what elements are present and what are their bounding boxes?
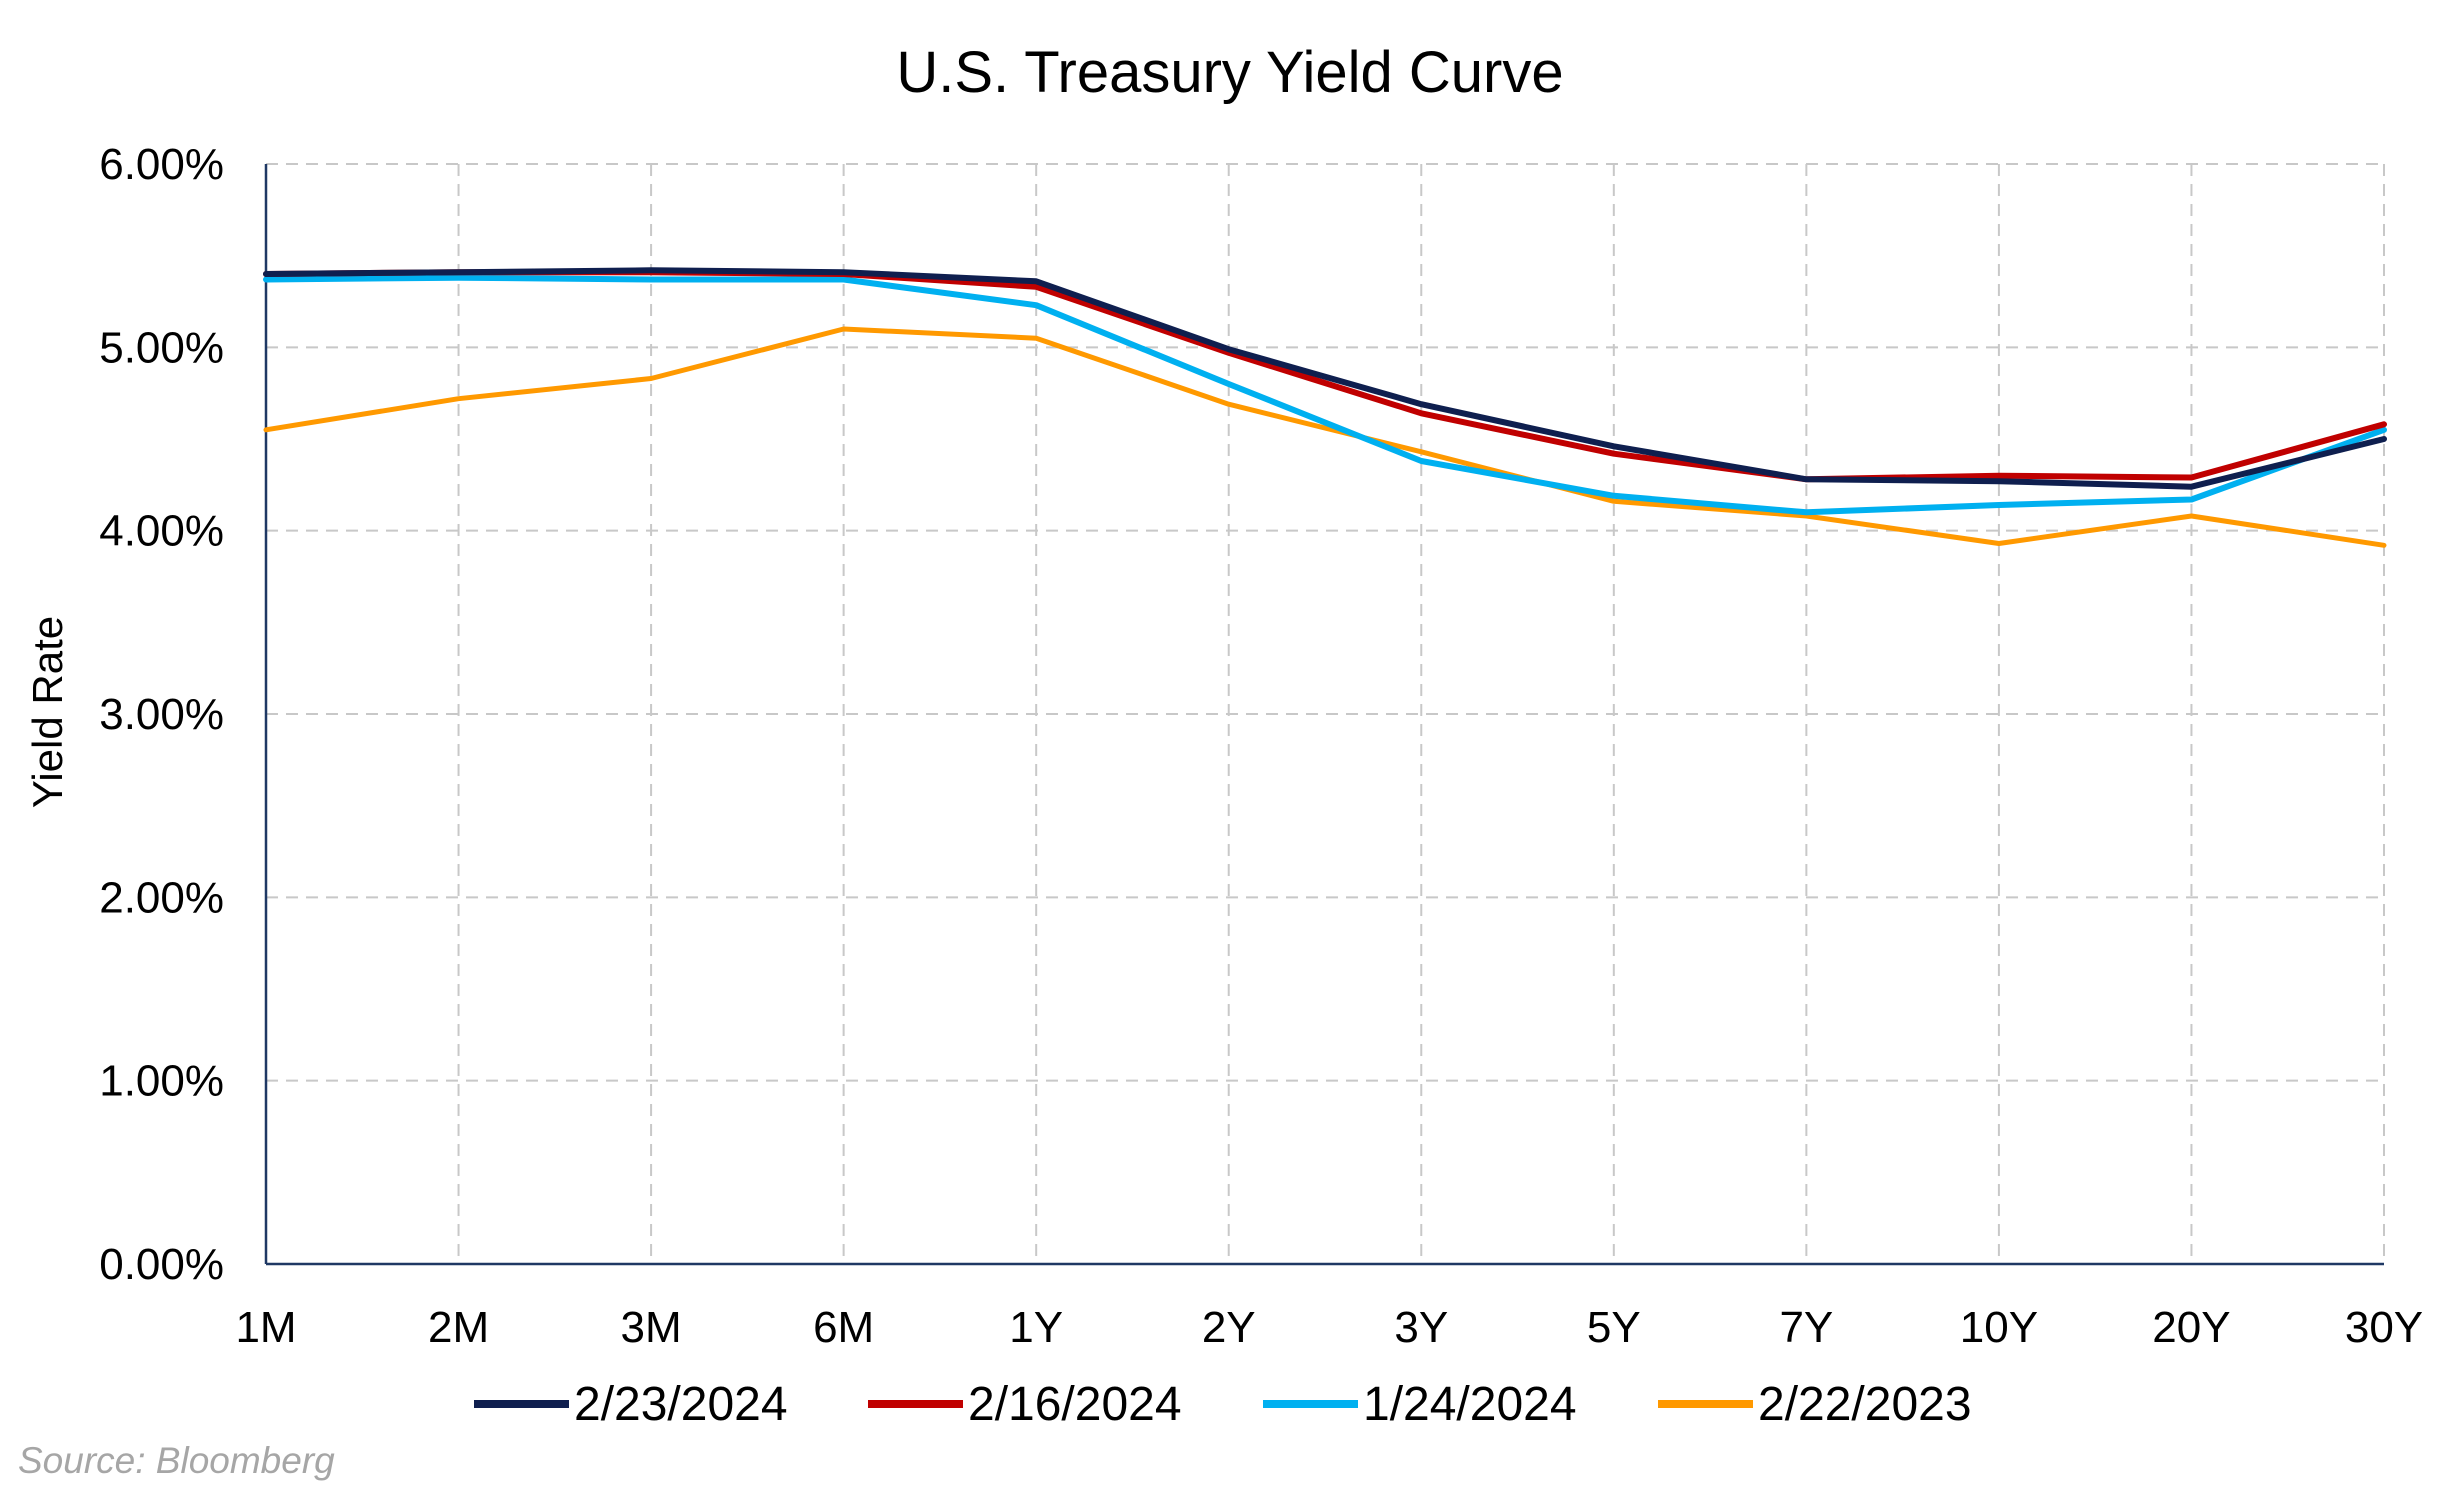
x-tick-label: 2Y bbox=[1202, 1303, 1256, 1352]
x-tick-label: 7Y bbox=[1779, 1303, 1833, 1352]
y-tick-label: 5.00% bbox=[99, 323, 224, 372]
series-lines bbox=[263, 267, 2387, 548]
x-tick-label: 20Y bbox=[2152, 1303, 2230, 1352]
legend-label: 2/22/2023 bbox=[1758, 1378, 1972, 1431]
source-note: Source: Bloomberg bbox=[18, 1440, 335, 1481]
axes bbox=[264, 164, 2384, 1266]
legend-label: 2/23/2024 bbox=[574, 1378, 788, 1431]
y-tick-label: 0.00% bbox=[99, 1240, 224, 1289]
y-tick-label: 4.00% bbox=[99, 507, 224, 556]
series-line-1-24-2024 bbox=[263, 274, 2387, 516]
legend-label: 1/24/2024 bbox=[1363, 1378, 1577, 1431]
legend-label: 2/16/2024 bbox=[968, 1378, 1182, 1431]
x-tick-label: 10Y bbox=[1960, 1303, 2038, 1352]
x-tick-label: 6M bbox=[813, 1303, 874, 1352]
y-tick-label: 3.00% bbox=[99, 690, 224, 739]
x-tick-label: 1M bbox=[235, 1303, 296, 1352]
chart-title: U.S. Treasury Yield Curve bbox=[896, 40, 1563, 105]
grid-lines bbox=[266, 163, 2385, 1264]
x-tick-label: 2M bbox=[428, 1303, 489, 1352]
legend: 2/23/2024 2/16/2024 1/24/2024 2/22/2023 bbox=[474, 1378, 1972, 1431]
x-tick-label: 1Y bbox=[1009, 1303, 1063, 1352]
y-tick-label: 1.00% bbox=[99, 1057, 224, 1106]
y-tick-label: 2.00% bbox=[99, 873, 224, 922]
y-axis-label: Yield Rate bbox=[24, 616, 71, 808]
x-tick-label: 3M bbox=[621, 1303, 682, 1352]
x-tick-label: 5Y bbox=[1587, 1303, 1641, 1352]
x-tick-label: 30Y bbox=[2345, 1303, 2423, 1352]
y-tick-labels: 0.00% 1.00% 2.00% 3.00% 4.00% 5.00% 6.00% bbox=[99, 140, 224, 1289]
x-tick-labels: 1M 2M 3M 6M 1Y 2Y 3Y 5Y 7Y 10Y 20Y 30Y bbox=[235, 1303, 2423, 1352]
x-tick-label: 3Y bbox=[1394, 1303, 1448, 1352]
series-line-2-23-2024 bbox=[263, 267, 2387, 490]
series-line-2-22-2023 bbox=[263, 326, 2387, 548]
y-tick-label: 6.00% bbox=[99, 140, 224, 189]
